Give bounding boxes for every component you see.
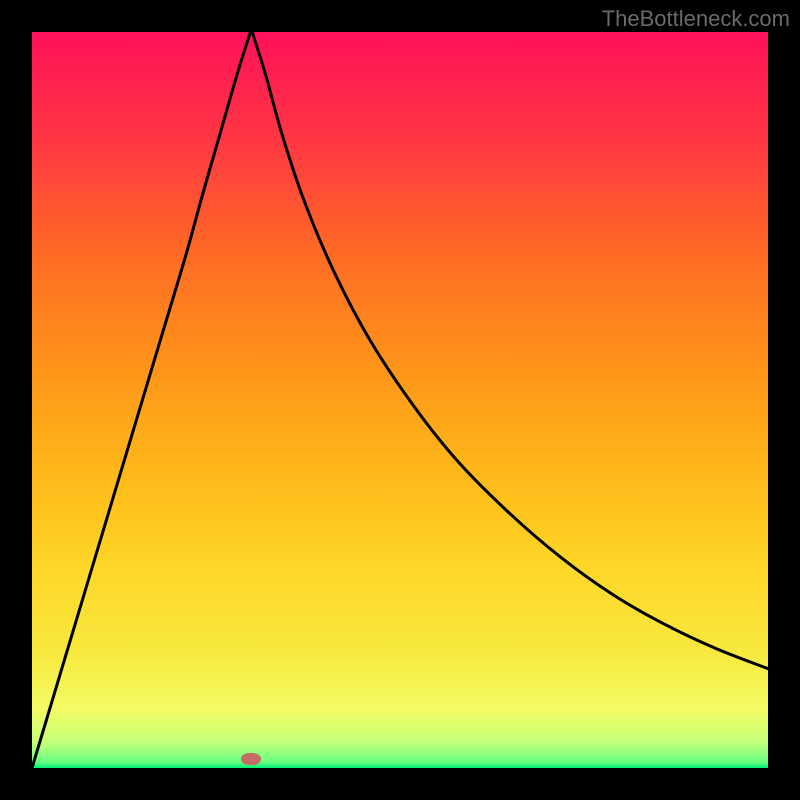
curve-right xyxy=(32,32,768,768)
chart-stage: { "canvas": { "width": 800, "height": 80… xyxy=(0,0,800,800)
watermark-text: TheBottleneck.com xyxy=(602,6,790,32)
bottleneck-curve xyxy=(32,32,768,768)
